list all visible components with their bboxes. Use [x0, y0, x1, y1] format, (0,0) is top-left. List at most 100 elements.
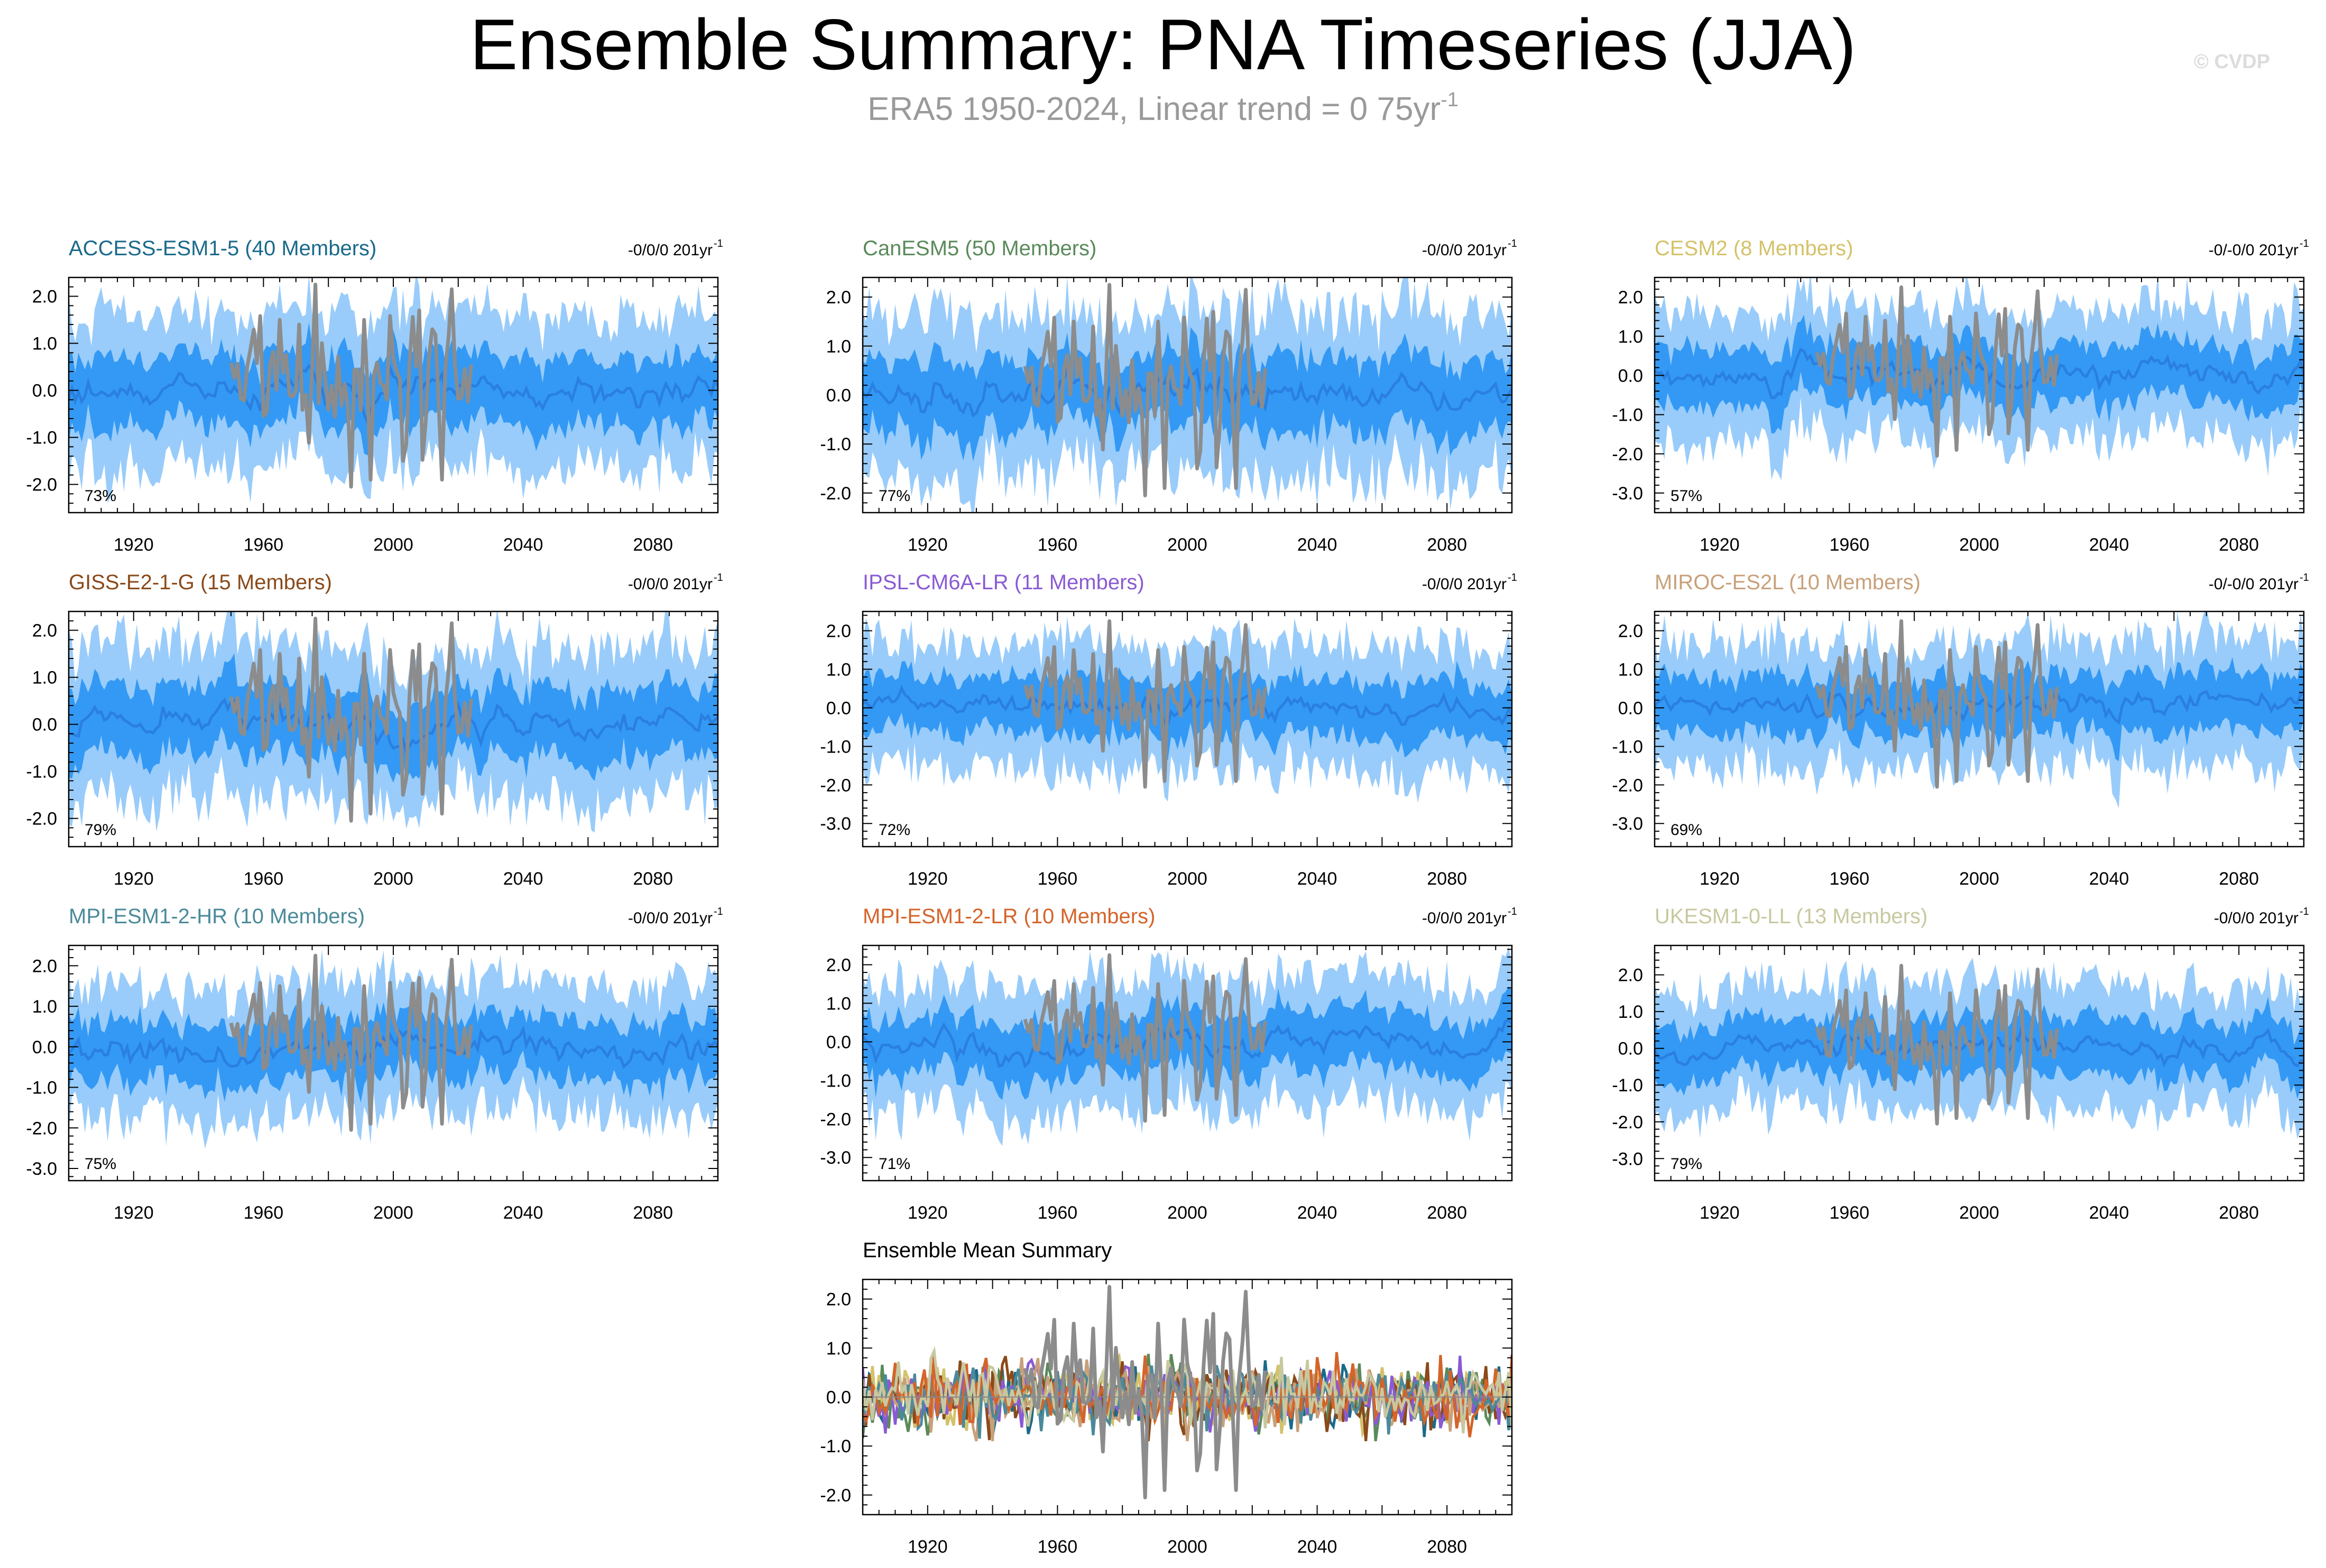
- x-tick-label: 2040: [1297, 1203, 1337, 1223]
- panel-percent-label: 71%: [879, 1155, 910, 1173]
- panel-title: CESM2 (8 Members): [1655, 237, 1853, 260]
- y-tick-label: -1.0: [26, 762, 57, 782]
- observed-line: [1023, 953, 1267, 1123]
- y-tick-label: 0.0: [826, 386, 851, 406]
- x-tick-label: 2000: [373, 1203, 413, 1223]
- inner-spread-band: [1655, 997, 2304, 1099]
- panel-6: MPI-ESM1-2-HR (10 Members) -0/0/0 201yr -1…: [26, 905, 723, 1223]
- panel-data: [1655, 277, 2304, 480]
- y-tick-label: -2.0: [26, 809, 57, 829]
- model-mean-line: [863, 1346, 1512, 1434]
- y-tick-label: 0.0: [32, 715, 57, 735]
- x-tick-label: 1920: [908, 1203, 948, 1223]
- y-tick-label: -2.0: [820, 484, 851, 504]
- y-tick-label: 0.0: [826, 1032, 851, 1052]
- panel-trend-label: -0/-0/0 201yr: [2209, 242, 2299, 259]
- panel-title: MIROC-ES2L (10 Members): [1655, 571, 1921, 594]
- y-tick-label: 2.0: [1618, 287, 1643, 308]
- observed-line: [229, 616, 473, 823]
- panel-percent-label: 73%: [85, 487, 116, 505]
- y-tick-label: 0.0: [1618, 1039, 1643, 1059]
- panel-2: CESM2 (8 Members) -0/-0/0 201yr -1 -3.0 -2.0…: [1612, 237, 2309, 555]
- figure-subtitle: ERA5 1950-2024, Linear trend = 0 75yr-1: [0, 89, 2326, 128]
- x-tick-label: 2000: [1167, 535, 1207, 555]
- panel-title: ACCESS-ESM1-5 (40 Members): [69, 237, 376, 260]
- y-tick-label: -1.0: [820, 1436, 851, 1456]
- figure-title: Ensemble Summary: PNA Timeseries (JJA): [469, 4, 1857, 85]
- x-tick-label: 1920: [114, 535, 154, 555]
- panel-title: MPI-ESM1-2-HR (10 Members): [69, 905, 365, 928]
- y-tick-label: 1.0: [826, 337, 851, 357]
- panel-trend-exponent: -1: [2300, 238, 2309, 249]
- y-tick-label: 2.0: [32, 621, 57, 641]
- panel-trend-label: -0/0/0 201yr: [1422, 910, 1507, 927]
- panel-data: [863, 1285, 1512, 1500]
- y-tick-label: -3.0: [1612, 484, 1643, 504]
- y-tick-label: 0.0: [1618, 366, 1643, 386]
- panel-trend-exponent: -1: [714, 572, 723, 583]
- inner-spread-band: [863, 327, 1512, 462]
- inner-spread-band: [1655, 314, 2304, 434]
- y-tick-label: 0.0: [32, 381, 57, 401]
- x-tick-label: 2000: [1167, 869, 1207, 889]
- ensemble-mean-line: [1655, 347, 2304, 400]
- observed-line: [1023, 283, 1267, 498]
- x-tick-label: 1960: [244, 869, 284, 889]
- x-tick-label: 2080: [633, 869, 673, 889]
- panel-data: [1655, 958, 2304, 1139]
- panel-trend-exponent: -1: [1508, 906, 1517, 917]
- y-tick-label: -2.0: [26, 475, 57, 495]
- inner-spread-band: [1655, 657, 2304, 762]
- x-tick-label: 2080: [1427, 869, 1467, 889]
- panel-percent-label: 79%: [1670, 1155, 1702, 1173]
- panel-title: GISS-E2-1-G (15 Members): [69, 571, 332, 594]
- panel-trend-label: -0/0/0 201yr: [1422, 576, 1507, 593]
- x-tick-label: 1920: [1700, 869, 1740, 889]
- inner-spread-band: [69, 322, 718, 456]
- y-tick-label: -1.0: [1612, 405, 1643, 425]
- panel-trend-exponent: -1: [2300, 572, 2309, 583]
- panel-1: CanESM5 (50 Members) -0/0/0 201yr -1 -2.0 -1…: [820, 237, 1517, 555]
- panel-percent-label: 75%: [85, 1155, 116, 1173]
- y-tick-label: 1.0: [1618, 327, 1643, 347]
- x-tick-label: 1960: [244, 1203, 284, 1223]
- y-tick-label: 0.0: [826, 1388, 851, 1408]
- ensemble-mean-line: [69, 698, 718, 757]
- panel-title: IPSL-CM6A-LR (11 Members): [863, 571, 1144, 594]
- x-tick-label: 2000: [1167, 1203, 1207, 1223]
- y-tick-label: -2.0: [1612, 775, 1643, 795]
- panel-data: [69, 277, 718, 503]
- panel-trend-label: -0/-0/0 201yr: [2209, 576, 2299, 593]
- cvdp-watermark: © CVDP: [2194, 51, 2270, 73]
- x-tick-label: 2000: [1167, 1537, 1207, 1557]
- observed-line: [1815, 619, 2059, 789]
- panel-percent-label: 69%: [1670, 821, 1702, 839]
- y-tick-label: -3.0: [1612, 814, 1643, 834]
- x-tick-label: 2040: [1297, 1537, 1337, 1557]
- y-tick-label: -1.0: [820, 1071, 851, 1091]
- panel-data: [863, 277, 1512, 513]
- y-tick-label: 2.0: [1618, 621, 1643, 641]
- y-tick-label: -1.0: [26, 1078, 57, 1098]
- y-tick-label: 2.0: [826, 1289, 851, 1310]
- ensemble-mean-line: [863, 365, 1512, 418]
- y-tick-label: -3.0: [1612, 1149, 1643, 1169]
- x-tick-label: 1960: [1830, 535, 1870, 555]
- observed-line: [229, 953, 473, 1132]
- panel-3: GISS-E2-1-G (15 Members) -0/0/0 201yr -1 -2…: [26, 571, 723, 889]
- y-tick-label: 0.0: [1618, 698, 1643, 718]
- y-tick-label: 0.0: [32, 1037, 57, 1057]
- y-tick-label: 1.0: [826, 1339, 851, 1359]
- observed-line: [229, 282, 473, 489]
- x-tick-label: 2000: [373, 535, 413, 555]
- y-tick-label: -1.0: [820, 434, 851, 454]
- panel-trend-exponent: -1: [714, 906, 723, 917]
- y-tick-label: 2.0: [1618, 966, 1643, 986]
- subtitle-text: ERA5 1950-2024, Linear trend = 0 75yr: [867, 91, 1441, 127]
- x-tick-label: 2080: [633, 535, 673, 555]
- y-tick-label: 2.0: [32, 956, 57, 976]
- observed-line: [1815, 963, 2059, 1126]
- panel-trend-exponent: -1: [1508, 238, 1517, 249]
